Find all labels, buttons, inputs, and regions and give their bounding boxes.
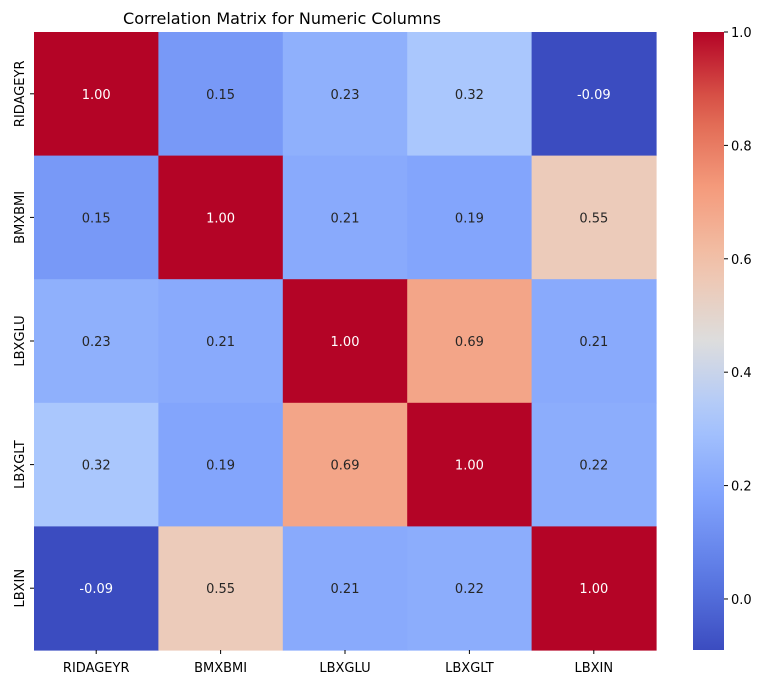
cell-annotation-r1-c3: 0.19 xyxy=(455,211,484,226)
cell-annotation-r0-c2: 0.23 xyxy=(331,88,360,103)
heatmap-cell-r1-c1 xyxy=(158,155,284,280)
heatmap-cell-r0-c1 xyxy=(158,32,284,157)
heatmap-cell-r2-c3 xyxy=(407,279,533,404)
heatmap-cell-r4-c4 xyxy=(531,526,657,651)
cell-annotation-r4-c4: 1.00 xyxy=(579,582,608,597)
cell-annotation-r1-c1: 1.00 xyxy=(206,211,235,226)
colorbar-tick-label: 1.0 xyxy=(731,26,752,41)
y-tick-label: RIDAGEYR xyxy=(13,61,28,128)
chart-title: Correlation Matrix for Numeric Columns xyxy=(123,9,441,28)
cell-annotation-r3-c4: 0.22 xyxy=(579,459,608,474)
cell-annotation-r3-c3: 1.00 xyxy=(455,459,484,474)
cell-annotation-r1-c2: 0.21 xyxy=(331,211,360,226)
heatmap-cell-r1-c3 xyxy=(407,155,533,280)
cell-annotation-r2-c0: 0.23 xyxy=(82,335,111,350)
y-axis: RIDAGEYR BMXBMI LBXGLU LBXGLT LBXIN xyxy=(13,61,34,608)
cell-annotation-r4-c3: 0.22 xyxy=(455,582,484,597)
cell-annotation-r0-c3: 0.32 xyxy=(455,88,484,103)
x-tick-label: BMXBMI xyxy=(194,661,247,676)
cell-annotation-r1-c0: 0.15 xyxy=(82,211,111,226)
cell-annotation-r2-c1: 0.21 xyxy=(206,335,235,350)
colorbar-tick-label: 0.6 xyxy=(731,253,752,268)
heatmap-cell-r4-c3 xyxy=(407,526,533,651)
heatmap-cell-r0-c2 xyxy=(282,32,408,157)
heatmap-cells xyxy=(34,32,657,651)
heatmap-cell-r4-c1 xyxy=(158,526,284,651)
heatmap-cell-r2-c2 xyxy=(282,279,408,404)
y-tick-label: BMXBMI xyxy=(13,191,28,244)
heatmap-cell-r3-c2 xyxy=(282,402,408,527)
heatmap-cell-r3-c1 xyxy=(158,402,284,527)
cell-annotation-r2-c3: 0.69 xyxy=(455,335,484,350)
heatmap-cell-r2-c1 xyxy=(158,279,284,404)
heatmap-cell-r2-c4 xyxy=(531,279,657,404)
heatmap-cell-r3-c0 xyxy=(34,402,159,527)
cell-annotation-r2-c2: 1.00 xyxy=(331,335,360,350)
y-tick-label: LBXGLU xyxy=(13,315,28,366)
y-tick-label: LBXIN xyxy=(13,569,28,608)
colorbar: 0.0 0.2 0.4 0.6 0.8 1.0 xyxy=(693,26,752,650)
colorbar-tick-label: 0.4 xyxy=(731,366,752,381)
heatmap-cell-r3-c4 xyxy=(531,402,657,527)
x-tick-label: RIDAGEYR xyxy=(63,661,130,676)
x-tick-label: LBXGLT xyxy=(445,661,494,676)
x-axis: RIDAGEYR BMXBMI LBXGLU LBXGLT LBXIN xyxy=(63,650,613,676)
cell-annotation-r0-c0: 1.00 xyxy=(82,88,111,103)
y-tick-label: LBXGLT xyxy=(13,440,28,489)
cell-annotation-r0-c4: -0.09 xyxy=(577,88,611,103)
heatmap-cell-r4-c0 xyxy=(34,526,159,651)
heatmap-cell-r1-c4 xyxy=(531,155,657,280)
heatmap-cell-r4-c2 xyxy=(282,526,408,651)
colorbar-tick-label: 0.2 xyxy=(731,480,752,495)
colorbar-gradient xyxy=(693,32,724,650)
heatmap-cell-r0-c4 xyxy=(531,32,657,157)
colorbar-tick-label: 0.8 xyxy=(731,139,752,154)
heatmap-cell-r0-c3 xyxy=(407,32,533,157)
cell-annotation-r3-c1: 0.19 xyxy=(206,459,235,474)
cell-annotation-r4-c0: -0.09 xyxy=(79,582,113,597)
cell-annotation-r0-c1: 0.15 xyxy=(206,88,235,103)
colorbar-tick-label: 0.0 xyxy=(731,593,752,608)
x-tick-label: LBXGLU xyxy=(319,661,370,676)
x-tick-label: LBXIN xyxy=(574,661,613,676)
heatmap-cell-r3-c3 xyxy=(407,402,533,527)
cell-annotation-r3-c0: 0.32 xyxy=(82,459,111,474)
cell-annotation-r4-c2: 0.21 xyxy=(331,582,360,597)
cell-annotation-r1-c4: 0.55 xyxy=(579,211,608,226)
heatmap-annotations: 1.00 0.15 0.23 0.32 -0.09 0.15 1.00 0.21 0.19 0.5… xyxy=(79,88,610,597)
cell-annotation-r2-c4: 0.21 xyxy=(579,335,608,350)
heatmap-cell-r1-c2 xyxy=(282,155,408,280)
cell-annotation-r4-c1: 0.55 xyxy=(206,582,235,597)
heatmap-cell-r1-c0 xyxy=(34,155,159,280)
cell-annotation-r3-c2: 0.69 xyxy=(331,459,360,474)
heatmap-cell-r0-c0 xyxy=(34,32,159,157)
heatmap-cell-r2-c0 xyxy=(34,279,159,404)
